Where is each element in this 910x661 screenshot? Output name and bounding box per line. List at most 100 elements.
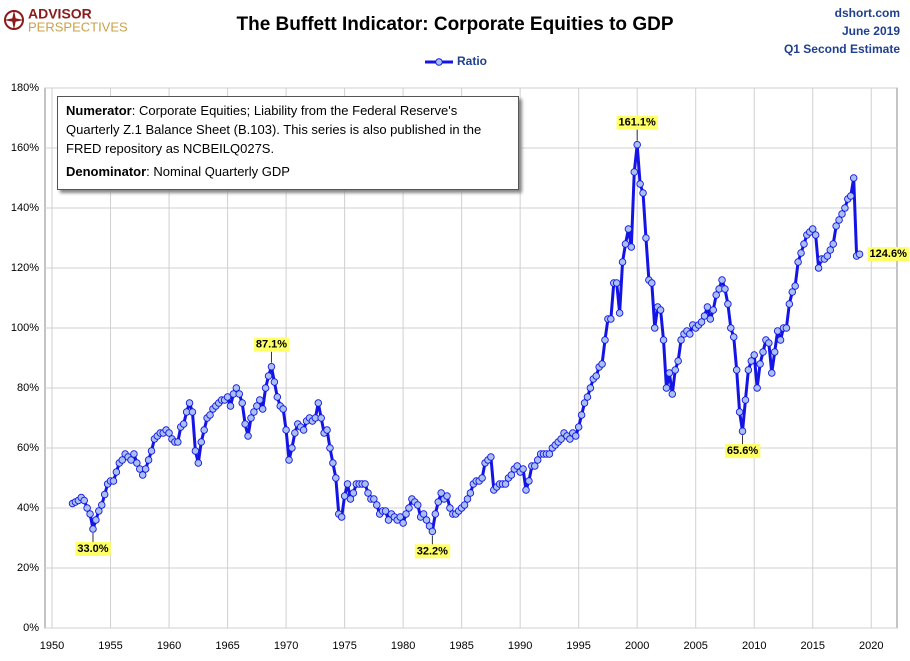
point bbox=[226, 402, 235, 410]
point bbox=[586, 384, 595, 392]
point bbox=[697, 318, 706, 326]
point bbox=[337, 513, 346, 521]
point bbox=[768, 369, 776, 377]
annotation: 33.0% bbox=[77, 543, 108, 555]
point bbox=[648, 279, 656, 287]
point bbox=[317, 414, 325, 422]
annotation-bg bbox=[414, 544, 451, 559]
y-tick-label: 20% bbox=[17, 562, 39, 574]
x-tick-label: 1955 bbox=[98, 640, 122, 652]
point bbox=[826, 246, 835, 254]
legend-swatch bbox=[435, 58, 443, 66]
point bbox=[624, 225, 633, 233]
point bbox=[244, 432, 252, 440]
point bbox=[288, 444, 296, 452]
point bbox=[724, 300, 732, 308]
source: Q1 Second Estimate bbox=[784, 42, 900, 56]
annotation: 32.2% bbox=[417, 545, 448, 557]
point bbox=[747, 357, 756, 365]
point bbox=[841, 204, 849, 212]
point bbox=[501, 480, 510, 488]
y-tick-label: 40% bbox=[17, 502, 39, 514]
logo bbox=[4, 10, 24, 30]
point bbox=[414, 501, 422, 509]
point bbox=[703, 303, 712, 311]
y-tick-label: 0% bbox=[23, 622, 39, 634]
point bbox=[855, 250, 864, 258]
y-tick-label: 120% bbox=[11, 262, 39, 274]
point bbox=[811, 231, 820, 239]
point bbox=[361, 480, 369, 488]
y-tick-label: 80% bbox=[17, 382, 39, 394]
annotation-bg bbox=[253, 337, 290, 352]
point bbox=[185, 399, 194, 407]
point bbox=[800, 240, 808, 248]
point bbox=[279, 405, 287, 413]
point bbox=[721, 285, 729, 293]
x-tick-label: 1995 bbox=[566, 640, 590, 652]
annotation: 87.1% bbox=[256, 339, 287, 351]
point bbox=[343, 480, 352, 488]
point bbox=[112, 468, 121, 476]
point bbox=[545, 450, 554, 458]
point bbox=[238, 399, 246, 407]
point bbox=[712, 291, 720, 299]
annotation: 65.6% bbox=[727, 445, 758, 457]
point bbox=[291, 429, 299, 437]
point bbox=[621, 240, 630, 248]
note-label: Numerator bbox=[66, 103, 132, 118]
point bbox=[428, 527, 437, 536]
point bbox=[847, 192, 855, 200]
point bbox=[396, 513, 404, 521]
point bbox=[533, 456, 542, 464]
x-tick-label: 1985 bbox=[449, 640, 473, 652]
point bbox=[98, 501, 106, 509]
point bbox=[531, 462, 539, 470]
point bbox=[765, 339, 773, 347]
point bbox=[630, 168, 639, 176]
point bbox=[788, 288, 797, 296]
x-tick-label: 1980 bbox=[391, 640, 415, 652]
point bbox=[384, 516, 393, 524]
point bbox=[253, 402, 261, 410]
point bbox=[668, 390, 677, 398]
point bbox=[130, 450, 138, 458]
point bbox=[364, 489, 372, 497]
legend-label: Ratio bbox=[457, 54, 487, 68]
point bbox=[829, 240, 837, 248]
annotation-bg bbox=[75, 541, 111, 556]
note-text: : Corporate Equities; Liability from the… bbox=[66, 103, 482, 156]
point bbox=[446, 504, 454, 512]
point bbox=[835, 216, 843, 224]
point bbox=[399, 519, 407, 527]
brand-line: PERSPECTIVES bbox=[28, 19, 128, 34]
point bbox=[838, 210, 846, 218]
point bbox=[241, 420, 249, 428]
x-tick-label: 1950 bbox=[40, 640, 64, 652]
point bbox=[598, 360, 606, 368]
point bbox=[791, 282, 799, 290]
annotation: 161.1% bbox=[619, 117, 657, 129]
point bbox=[434, 498, 442, 506]
point bbox=[332, 474, 340, 482]
point bbox=[200, 426, 208, 434]
point bbox=[659, 336, 668, 344]
x-tick-label: 1960 bbox=[157, 640, 181, 652]
point bbox=[431, 510, 440, 518]
point bbox=[709, 306, 718, 314]
point bbox=[138, 471, 147, 479]
point bbox=[250, 408, 258, 416]
note-line: Numerator: Corporate Equities; Liability… bbox=[66, 101, 510, 158]
x-tick-label: 2020 bbox=[859, 640, 883, 652]
annotation: 124.6% bbox=[870, 248, 908, 260]
point bbox=[373, 501, 381, 509]
point bbox=[463, 495, 472, 503]
point bbox=[522, 486, 530, 494]
point bbox=[314, 399, 323, 407]
point bbox=[753, 384, 761, 392]
point bbox=[92, 516, 100, 524]
point bbox=[650, 324, 659, 332]
note-box: Numerator: Corporate Equities; Liability… bbox=[57, 96, 519, 190]
point bbox=[750, 351, 758, 359]
